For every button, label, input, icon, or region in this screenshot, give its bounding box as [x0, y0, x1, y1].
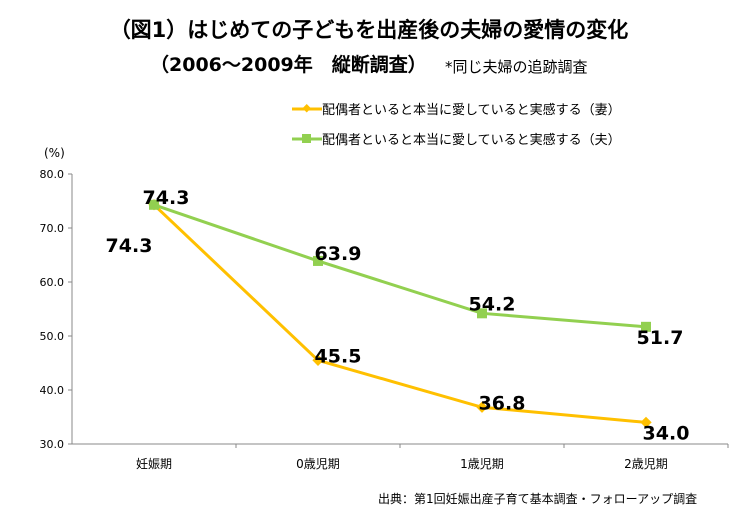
data-label: 36.8 [479, 392, 526, 414]
data-label: 63.9 [315, 243, 362, 265]
series-line-wife [152, 203, 647, 424]
data-label: 74.3 [143, 187, 190, 209]
data-point [640, 416, 652, 429]
y-tick-label: 50.0 [40, 330, 65, 343]
data-label: 45.5 [315, 345, 362, 367]
y-tick-label: 40.0 [40, 384, 65, 397]
x-tick-label: 1歳児期 [460, 457, 504, 471]
legend-item-husband: 配偶者といると本当に愛していると実感する（夫） [292, 129, 621, 148]
series-line-husband [153, 203, 647, 329]
data-point [477, 308, 487, 319]
data-label: 74.3 [106, 235, 153, 257]
x-tick-label: 2歳児期 [624, 457, 668, 471]
legend-item-wife: 配偶者といると本当に愛していると実感する（妻） [292, 99, 621, 118]
legend-label-wife: 配偶者といると本当に愛していると実感する（妻） [322, 103, 621, 118]
data-point [312, 354, 324, 366]
data-point [313, 255, 323, 266]
legend-marker-husband [292, 133, 322, 143]
legend-marker-wife [292, 103, 322, 113]
data-point [149, 199, 159, 210]
chart-title: （図1）はじめての子どもを出産後の夫婦の愛情の変化 [109, 18, 629, 42]
y-tick-label: 70.0 [40, 222, 65, 235]
data-point [641, 321, 651, 332]
y-tick-label: 30.0 [40, 438, 65, 451]
x-tick-label: 妊娠期 [136, 457, 172, 471]
data-label: 34.0 [643, 422, 690, 444]
source-note: 出典：第1回妊娠出産子育て基本調査・フォローアップ調査 [378, 492, 698, 506]
data-point [476, 401, 488, 413]
data-label: 54.2 [469, 293, 516, 315]
y-tick-label: 80.0 [40, 168, 65, 181]
chart-subtitle: （2006～2009年 縦断調査） [150, 54, 427, 76]
data-label: 51.7 [637, 327, 684, 349]
x-tick-label: 0歳児期 [296, 457, 340, 471]
y-axis-unit: (%) [44, 146, 65, 160]
y-tick-label: 60.0 [40, 276, 65, 289]
legend-label-husband: 配偶者といると本当に愛していると実感する（夫） [322, 133, 621, 148]
chart-note: *同じ夫婦の追跡調査 [445, 58, 588, 76]
